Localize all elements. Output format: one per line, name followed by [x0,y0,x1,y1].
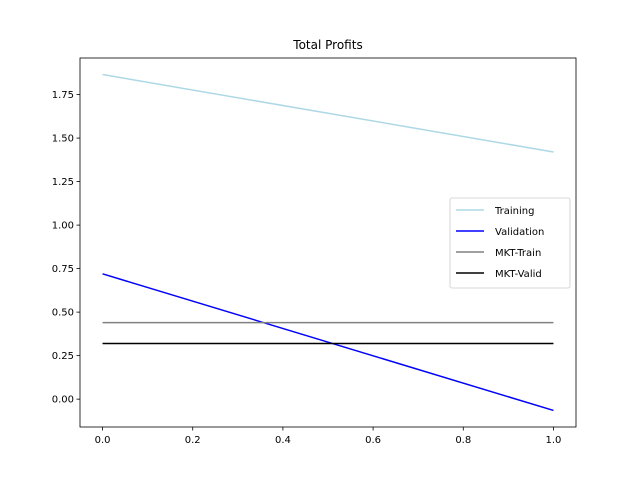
x-tick-label: 0.0 [95,435,111,446]
y-tick-label: 0.00 [52,395,74,406]
x-tick-label: 0.8 [455,435,471,446]
legend: Training Validation MKT-Train MKT-Valid [449,197,571,289]
plot-frame [79,57,577,428]
x-tick-label: 1.0 [546,435,562,446]
x-axis: 0.0 0.2 0.4 0.6 0.8 1.0 [95,427,562,446]
x-tick-label: 0.6 [365,435,381,446]
x-tick-label: 0.4 [275,435,291,446]
y-tick-label: 1.50 [52,134,74,145]
y-tick-label: 1.75 [52,90,74,101]
series-line-training [102,73,554,153]
legend-box [449,197,571,289]
series-line-validation [102,273,554,412]
legend-label: Training [494,206,534,217]
legend-label: MKT-Train [495,248,541,259]
y-tick-label: 1.00 [52,221,74,232]
y-tick-label: 0.25 [52,351,74,362]
legend-label: MKT-Valid [495,269,542,280]
chart-title: Total Profits [292,38,362,52]
y-tick-label: 0.50 [52,308,74,319]
y-tick-label: 0.75 [52,264,74,275]
y-tick-label: 1.25 [52,177,74,188]
legend-label: Validation [495,227,544,238]
series-layer [102,73,554,412]
y-axis: 0.00 0.25 0.50 0.75 1.00 1.25 1.50 1.75 [52,90,80,406]
x-tick-label: 0.2 [185,435,201,446]
